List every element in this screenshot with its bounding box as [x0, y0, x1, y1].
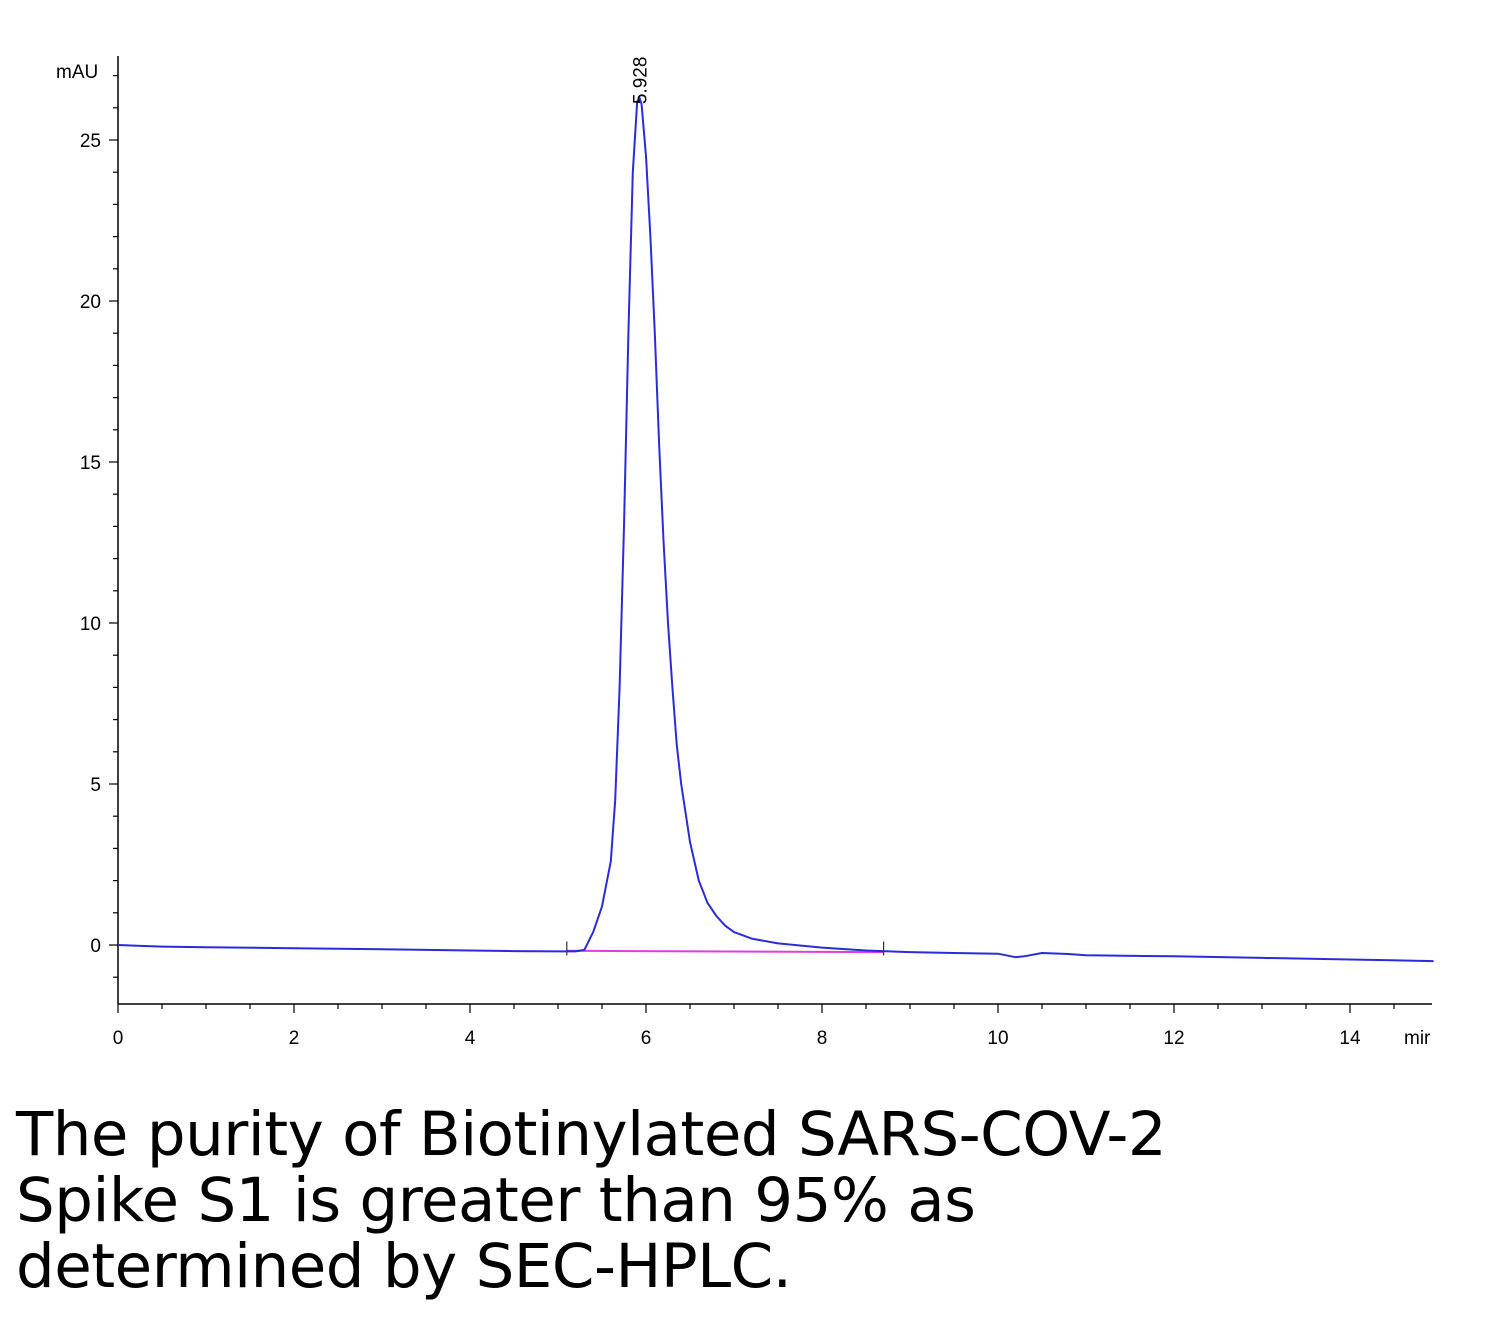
y-tick-label: 25: [80, 131, 101, 152]
x-axis-label: mir: [1404, 1028, 1431, 1049]
signal-trace: [117, 97, 1434, 963]
axes: [117, 56, 1432, 1005]
y-tick-label: 5: [90, 775, 101, 796]
ticks: 0 5 10 15 20 25 0 2 4 6 8 10 12 14: [80, 74, 1395, 1049]
x-tick-label: 12: [1163, 1028, 1184, 1049]
y-tick-label: 10: [80, 614, 101, 635]
x-tick-label: 6: [641, 1028, 652, 1049]
x-tick-label: 0: [113, 1028, 124, 1049]
plot-area: 5.928: [117, 57, 1434, 963]
integration-baseline: [566, 949, 884, 954]
chromatogram-chart: 0 5 10 15 20 25 0 2 4 6 8 10 12 14 5.928 mAU mir: [56, 56, 1434, 1049]
x-tick-label: 2: [289, 1028, 300, 1049]
x-tick-label: 10: [987, 1028, 1008, 1049]
y-tick-label: 15: [80, 453, 101, 474]
x-tick-label: 8: [817, 1028, 828, 1049]
peak-retention-label: 5.928: [631, 57, 652, 105]
y-tick-label: 0: [90, 936, 101, 957]
y-tick-label: 20: [80, 292, 101, 313]
y-axis-label: mAU: [56, 62, 98, 83]
figure-caption: The purity of Biotinylated SARS-COV-2 Sp…: [16, 1099, 1167, 1302]
x-tick-label: 14: [1339, 1028, 1361, 1049]
x-tick-label: 4: [465, 1028, 476, 1049]
